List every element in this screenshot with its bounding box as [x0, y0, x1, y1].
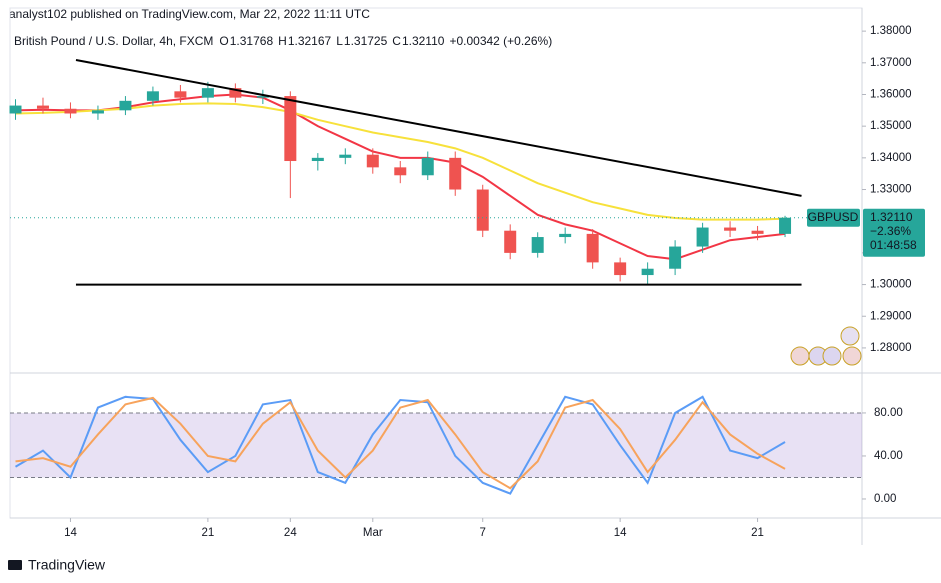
candle-body [421, 157, 434, 176]
price-tag-change: −2.36% [870, 224, 911, 238]
candle-body [751, 230, 764, 234]
x-tick-label: 24 [284, 527, 297, 539]
candle-body [559, 233, 572, 238]
candle-body [284, 96, 297, 162]
x-tick-label: 7 [480, 527, 486, 539]
legend-label: C [392, 34, 401, 48]
event-icon [842, 346, 862, 366]
legend-symbol: British Pound / U.S. Dollar, 4h, FXCM [14, 34, 213, 48]
symbol-tag-label: GBPUSD [808, 210, 859, 224]
legend-label: L [336, 34, 343, 48]
legend-value: 1.31768 [230, 34, 274, 48]
candle-body [9, 105, 22, 114]
moving-average [15, 102, 786, 221]
trend-line [75, 58, 802, 197]
legend-value: 1.32110 [402, 34, 445, 48]
price-tag-countdown: 01:48:58 [870, 238, 917, 252]
candle-body [146, 91, 159, 101]
y-tick-label: 1.38000 [870, 25, 912, 37]
candle-body [64, 108, 77, 114]
y-tick-label: 1.35000 [870, 120, 912, 132]
y-tick-label: 1.33000 [870, 184, 912, 196]
candle-body [201, 88, 214, 98]
legend-value: 1.32167 [288, 34, 332, 48]
legend-value: 1.31725 [344, 34, 388, 48]
x-tick-label: 14 [64, 527, 77, 539]
candle-body [339, 154, 352, 158]
x-tick-label: 14 [614, 527, 627, 539]
candle-body [531, 237, 544, 253]
candle-body [174, 91, 187, 98]
event-icons [790, 326, 862, 366]
logo: TradingView [8, 557, 106, 573]
legend-label: O [219, 34, 228, 48]
candle-body [641, 268, 654, 276]
oscillator-line [14, 395, 786, 495]
candle-body [669, 246, 682, 269]
logo-mark [8, 560, 22, 570]
candle-body [366, 154, 379, 168]
y-tick-label: 1.37000 [870, 57, 912, 69]
x-tick-label: 21 [751, 527, 764, 539]
candle-body [504, 230, 517, 253]
y-tick-label: 1.28000 [870, 342, 912, 354]
price-tag [863, 208, 925, 257]
candle-body [394, 167, 407, 176]
candle-body [614, 262, 627, 276]
y-tick-label: 1.30000 [870, 279, 912, 291]
y-tick-label: 1.34000 [870, 152, 912, 164]
event-icon [822, 346, 842, 366]
candle-body [229, 88, 242, 98]
symbol-tag [807, 208, 860, 227]
x-tick-label: Mar [363, 527, 383, 539]
event-icon [790, 346, 810, 366]
candle-body [256, 96, 269, 98]
osc-y-tick-label: 80.00 [874, 407, 903, 419]
candle-body [724, 227, 737, 231]
candle-body [449, 157, 462, 190]
legend-label: H [278, 34, 287, 48]
header: analyst102 published on TradingView.com,… [9, 7, 370, 21]
candle-body [586, 233, 599, 263]
price-tag-price: 1.32110 [870, 210, 913, 224]
candle-body [91, 110, 104, 114]
candle-body [36, 105, 49, 109]
candle-body [779, 217, 792, 234]
osc-y-tick-label: 40.00 [874, 450, 903, 462]
candle-body [311, 157, 324, 162]
oscillator-line [15, 396, 786, 490]
event-icon [840, 326, 860, 346]
y-tick-label: 1.29000 [870, 310, 912, 322]
candle-body [119, 100, 132, 111]
oscillator-band [10, 412, 862, 478]
footer: TradingView [28, 557, 106, 573]
candle-body [696, 227, 709, 247]
legend-change: +0.00342 (+0.26%) [449, 34, 552, 48]
moving-average [15, 93, 786, 261]
y-tick-label: 1.36000 [870, 89, 912, 101]
x-tick-label: 21 [201, 527, 214, 539]
candle-body [476, 189, 489, 231]
osc-y-tick-label: 0.00 [874, 493, 896, 505]
